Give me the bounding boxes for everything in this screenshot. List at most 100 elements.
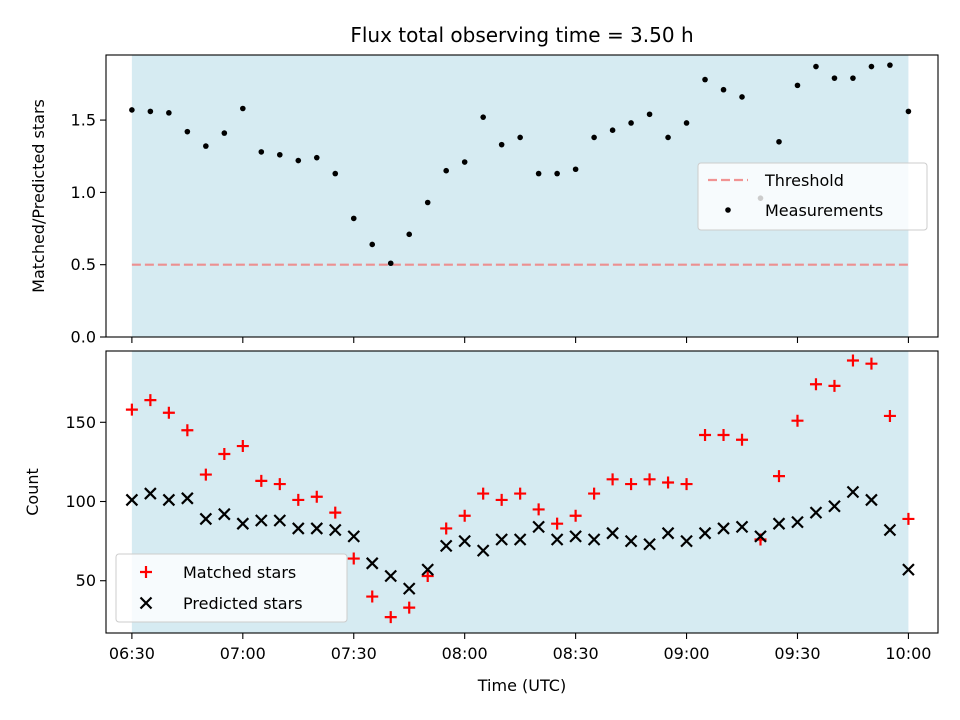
marker-measurements-35 (776, 138, 782, 145)
marker-matched-stars-28 (643, 473, 656, 486)
marker-matched-stars-24 (569, 509, 582, 522)
marker-measurements-33 (739, 94, 745, 100)
marker-predicted-stars-19 (476, 544, 490, 557)
marker-matched-stars-35 (772, 470, 785, 483)
x-tick-label: 10:00 (885, 644, 931, 663)
x-tick-label: 08:30 (553, 644, 599, 663)
marker-measurements-28 (646, 111, 653, 118)
x-tick-label: 09:30 (774, 644, 820, 663)
marker-matched-stars-41 (883, 409, 896, 422)
marker-measurements-7 (258, 149, 265, 155)
marker-matched-stars-13 (366, 590, 379, 603)
marker-predicted-stars-20 (495, 533, 508, 546)
marker-matched-stars-3 (181, 424, 194, 437)
marker-matched-stars-10 (310, 490, 323, 503)
marker-measurements-0 (129, 107, 135, 113)
legend-label-matched: Matched stars (183, 563, 296, 582)
legend-swatch-matched (140, 566, 152, 578)
marker-matched-stars-0 (125, 403, 138, 416)
marker-predicted-stars-27 (624, 534, 638, 548)
x-tick-label: 08:00 (442, 644, 488, 663)
marker-matched-stars-37 (809, 378, 822, 391)
marker-predicted-stars-2 (162, 493, 176, 507)
marker-matched-stars-4 (199, 468, 212, 481)
legend-swatch-predicted (139, 596, 153, 610)
marker-measurements-42 (905, 108, 912, 115)
y-tick-label: 50 (76, 571, 96, 590)
y-tick-label: 0.5 (71, 255, 96, 274)
marker-predicted-stars-22 (532, 520, 545, 534)
marker-predicted-stars-3 (181, 492, 194, 505)
marker-measurements-41 (887, 62, 893, 68)
marker-predicted-stars-12 (347, 530, 361, 543)
marker-measurements-37 (813, 63, 819, 70)
marker-predicted-stars-11 (328, 523, 342, 537)
marker-measurements-6 (240, 105, 246, 112)
marker-predicted-stars-38 (828, 499, 841, 513)
marker-measurements-39 (850, 75, 856, 81)
marker-predicted-stars-17 (439, 539, 453, 553)
marker-predicted-stars-23 (550, 533, 564, 546)
chart-title: Flux total observing time = 3.50 h (350, 23, 693, 47)
legend-label-measurements: Measurements (765, 201, 883, 220)
marker-predicted-stars-8 (273, 514, 287, 527)
legend-box-1 (697, 162, 928, 231)
marker-measurements-13 (369, 241, 376, 248)
marker-matched-stars-20 (495, 493, 508, 506)
marker-measurements-8 (276, 151, 283, 158)
marker-matched-stars-9 (292, 493, 305, 506)
marker-matched-stars-26 (606, 473, 619, 486)
marker-measurements-2 (166, 110, 172, 116)
marker-matched-stars-18 (458, 509, 471, 522)
marker-predicted-stars-24 (569, 530, 582, 543)
marker-matched-stars-22 (532, 503, 545, 516)
marker-predicted-stars-39 (846, 485, 860, 499)
marker-predicted-stars-13 (365, 557, 379, 570)
marker-predicted-stars-42 (902, 563, 915, 576)
marker-predicted-stars-28 (643, 538, 656, 551)
y-tick-label: 150 (65, 413, 96, 432)
y-tick-label: 1.0 (71, 183, 96, 202)
marker-matched-stars-33 (736, 433, 749, 446)
marker-measurements-12 (350, 215, 357, 222)
marker-matched-stars-25 (588, 487, 601, 500)
marker-measurements-36 (794, 82, 801, 89)
marker-matched-stars-19 (477, 487, 490, 500)
marker-predicted-stars-30 (680, 534, 693, 548)
x-axis-label: Time (UTC) (477, 676, 566, 695)
legend-label-threshold: Threshold (764, 171, 844, 190)
marker-matched-stars-12 (347, 552, 360, 565)
marker-predicted-stars-1 (144, 487, 157, 500)
marker-measurements-26 (609, 127, 616, 133)
marker-matched-stars-30 (680, 478, 693, 491)
marker-predicted-stars-10 (310, 522, 324, 535)
marker-predicted-stars-9 (292, 522, 305, 535)
marker-matched-stars-14 (384, 611, 397, 624)
marker-matched-stars-36 (791, 414, 804, 427)
marker-measurements-3 (184, 128, 191, 135)
marker-measurements-21 (517, 134, 523, 141)
y-tick-label: 0.0 (71, 328, 96, 347)
marker-predicted-stars-25 (587, 533, 601, 546)
marker-matched-stars-17 (440, 522, 453, 535)
marker-matched-stars-40 (865, 357, 878, 370)
marker-matched-stars-16 (421, 569, 434, 582)
marker-matched-stars-6 (236, 440, 249, 453)
marker-matched-stars-2 (162, 406, 175, 419)
marker-predicted-stars-7 (255, 514, 268, 527)
marker-predicted-stars-16 (421, 563, 434, 576)
legend-label-predicted: Predicted stars (183, 594, 303, 613)
marker-matched-stars-32 (717, 428, 730, 441)
marker-predicted-stars-15 (402, 582, 416, 595)
marker-predicted-stars-26 (606, 526, 619, 540)
x-tick-label: 09:00 (663, 644, 709, 663)
x-tick-label: 07:00 (220, 644, 266, 663)
marker-predicted-stars-0 (125, 493, 139, 507)
marker-matched-stars-42 (902, 512, 915, 525)
marker-predicted-stars-32 (717, 522, 730, 535)
y-axis-label: Count (23, 468, 42, 516)
marker-measurements-22 (535, 170, 542, 177)
y-tick-label: 1.5 (71, 111, 96, 130)
marker-measurements-5 (221, 130, 228, 136)
x-tick-label: 07:30 (331, 644, 377, 663)
